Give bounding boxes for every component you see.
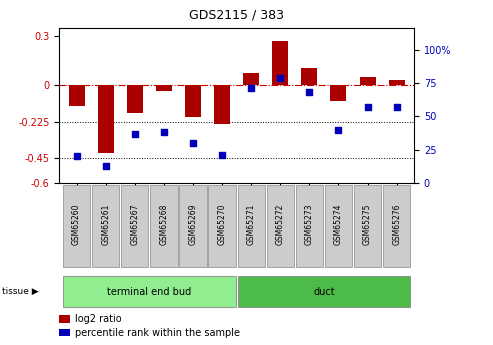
Text: GSM65271: GSM65271 bbox=[246, 204, 256, 245]
Point bbox=[160, 129, 168, 135]
Text: GSM65275: GSM65275 bbox=[363, 204, 372, 245]
Bar bbox=[359, 77, 376, 85]
Text: terminal end bud: terminal end bud bbox=[107, 287, 191, 296]
FancyBboxPatch shape bbox=[238, 185, 265, 267]
Text: duct: duct bbox=[313, 287, 335, 296]
FancyBboxPatch shape bbox=[354, 185, 381, 267]
Text: tissue ▶: tissue ▶ bbox=[2, 287, 39, 296]
Bar bbox=[388, 80, 405, 85]
Text: GSM65260: GSM65260 bbox=[72, 204, 81, 245]
FancyBboxPatch shape bbox=[63, 276, 236, 307]
Bar bbox=[127, 85, 143, 112]
Point bbox=[335, 127, 343, 132]
Text: log2 ratio: log2 ratio bbox=[75, 314, 122, 324]
Text: GDS2115 / 383: GDS2115 / 383 bbox=[189, 9, 284, 22]
Point bbox=[131, 131, 139, 136]
Point bbox=[393, 104, 401, 110]
FancyBboxPatch shape bbox=[179, 185, 207, 267]
Bar bbox=[98, 85, 114, 154]
Bar bbox=[243, 73, 259, 85]
Point bbox=[189, 140, 197, 146]
FancyBboxPatch shape bbox=[209, 185, 236, 267]
Point bbox=[306, 90, 314, 95]
Point bbox=[364, 104, 372, 110]
Text: GSM65272: GSM65272 bbox=[276, 204, 285, 245]
Text: GSM65276: GSM65276 bbox=[392, 204, 401, 245]
FancyBboxPatch shape bbox=[150, 185, 177, 267]
Bar bbox=[59, 315, 70, 323]
FancyBboxPatch shape bbox=[383, 185, 410, 267]
FancyBboxPatch shape bbox=[238, 276, 410, 307]
Bar bbox=[59, 329, 70, 336]
Text: GSM65261: GSM65261 bbox=[101, 204, 110, 245]
FancyBboxPatch shape bbox=[121, 185, 148, 267]
Point bbox=[247, 86, 255, 91]
Point bbox=[102, 163, 109, 168]
Bar bbox=[330, 85, 347, 101]
Bar bbox=[272, 41, 288, 85]
Point bbox=[218, 152, 226, 158]
Bar bbox=[69, 85, 85, 106]
Point bbox=[277, 75, 284, 80]
Text: GSM65268: GSM65268 bbox=[159, 204, 169, 245]
FancyBboxPatch shape bbox=[63, 185, 90, 267]
FancyBboxPatch shape bbox=[267, 185, 294, 267]
Text: GSM65274: GSM65274 bbox=[334, 204, 343, 245]
Point bbox=[72, 154, 80, 159]
Text: GSM65273: GSM65273 bbox=[305, 204, 314, 245]
FancyBboxPatch shape bbox=[325, 185, 352, 267]
Text: GSM65267: GSM65267 bbox=[130, 204, 140, 245]
Text: GSM65270: GSM65270 bbox=[217, 204, 227, 245]
Bar bbox=[214, 85, 230, 124]
Text: percentile rank within the sample: percentile rank within the sample bbox=[75, 328, 240, 337]
Text: GSM65269: GSM65269 bbox=[188, 204, 198, 245]
Bar bbox=[156, 85, 172, 91]
Bar bbox=[301, 68, 317, 85]
FancyBboxPatch shape bbox=[92, 185, 119, 267]
FancyBboxPatch shape bbox=[296, 185, 323, 267]
Bar bbox=[185, 85, 201, 118]
